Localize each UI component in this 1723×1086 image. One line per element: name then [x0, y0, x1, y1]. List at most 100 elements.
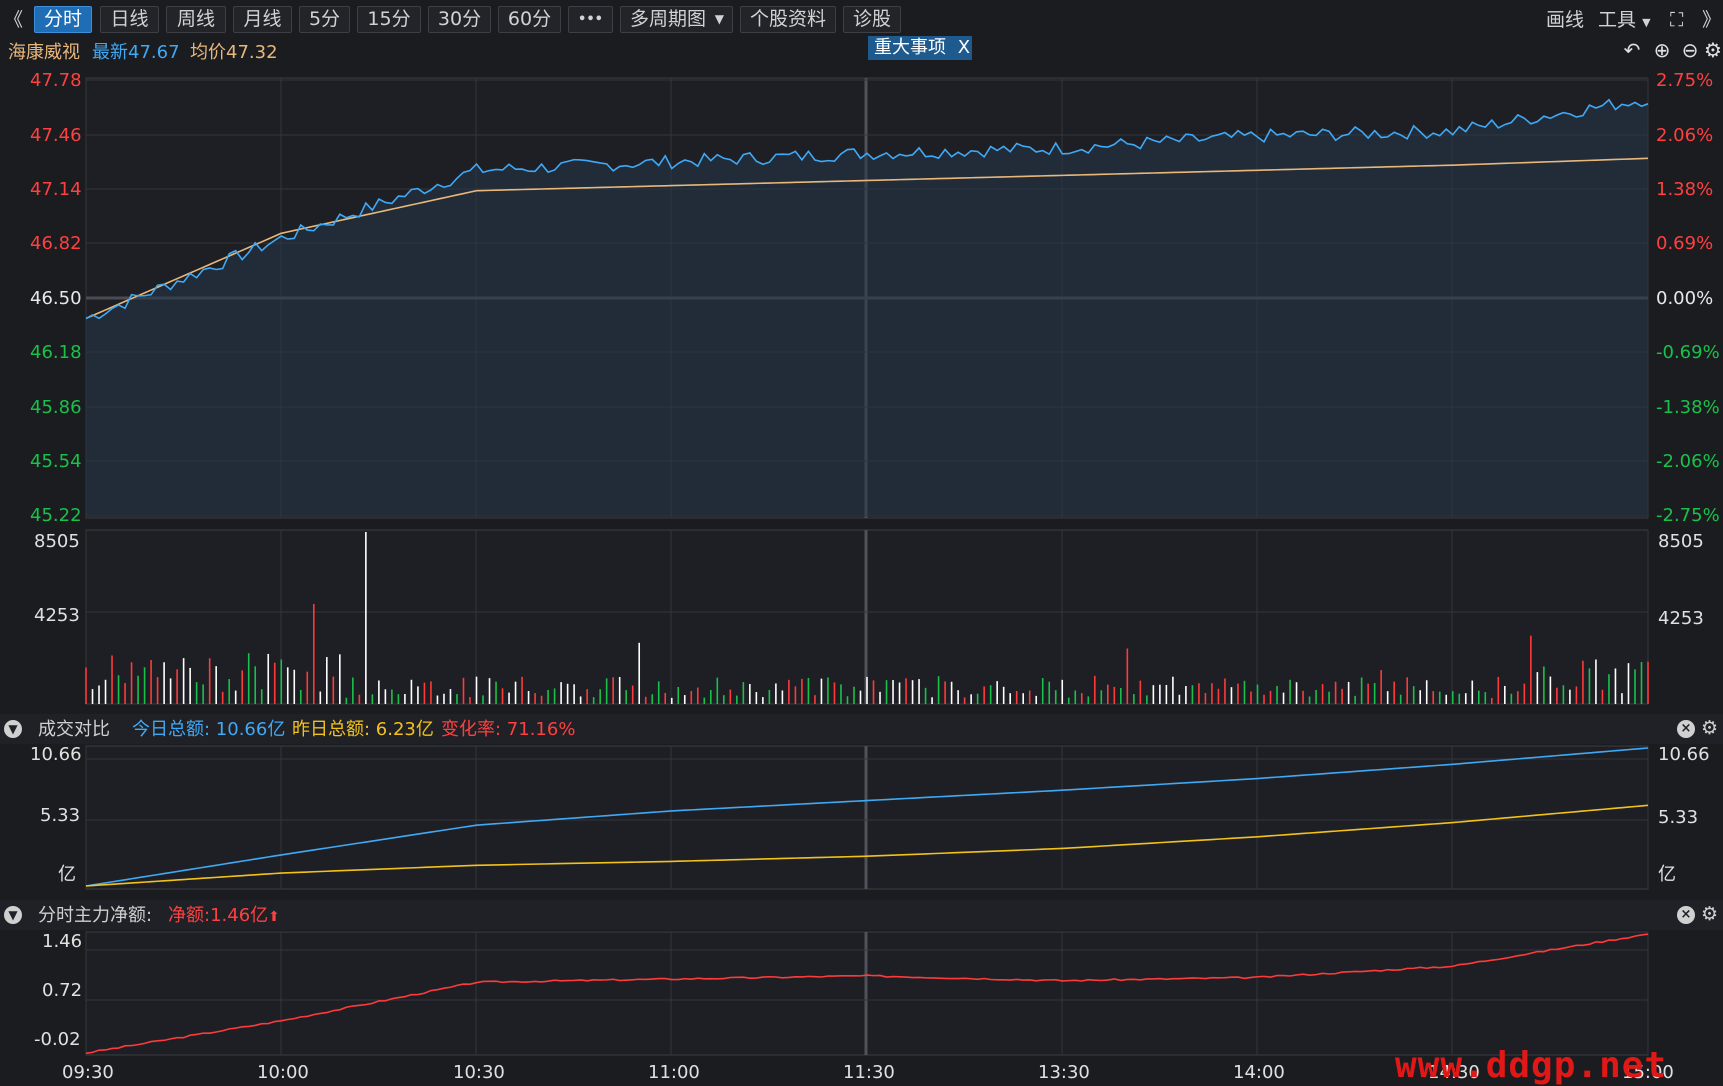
- diagnose-button[interactable]: 诊股: [843, 6, 901, 33]
- volume-bar: [124, 683, 126, 704]
- next-arrow-icon[interactable]: 》: [1702, 9, 1722, 31]
- volume-bar: [937, 676, 940, 704]
- volume-bar: [1256, 684, 1259, 704]
- volume-bar: [846, 696, 849, 704]
- time-tick: 13:30: [1038, 1062, 1090, 1083]
- time-tick: 09:30: [62, 1062, 114, 1083]
- volume-bar: [345, 697, 348, 704]
- tab-15min[interactable]: 15分: [357, 6, 421, 33]
- volume-bar: [469, 697, 471, 704]
- gear-icon[interactable]: ⚙: [1701, 717, 1719, 739]
- volume-bar: [1510, 693, 1513, 704]
- volume-bar: [267, 653, 270, 704]
- volume-bar: [143, 667, 146, 704]
- volume-bar: [514, 681, 517, 704]
- volume-bar: [1334, 681, 1337, 704]
- undo-icon[interactable]: ↶: [1623, 38, 1641, 62]
- volume-bar: [423, 682, 426, 704]
- volume-bar: [1133, 694, 1135, 704]
- volume-bar: [566, 683, 569, 704]
- volume-bar: [241, 670, 243, 704]
- volume-bar: [1041, 678, 1044, 704]
- volume-bar: [1575, 686, 1578, 704]
- volume-bar: [397, 694, 400, 704]
- collapse-icon[interactable]: ▼: [4, 906, 22, 924]
- volume-bar: [1328, 691, 1330, 704]
- net-inflow-title: 分时主力净额:: [38, 905, 153, 926]
- volume-bar: [885, 680, 888, 704]
- major-event-badge[interactable]: 重大事项 X: [868, 36, 972, 60]
- volume-bar: [651, 694, 654, 704]
- volume-bar: [91, 689, 94, 704]
- volume-bar: [781, 690, 784, 704]
- volume-bar: [950, 681, 953, 704]
- tab-60min[interactable]: 60分: [498, 6, 561, 33]
- volume-bar: [716, 677, 719, 704]
- volume-bar: [221, 691, 224, 704]
- volume-bar: [1080, 693, 1083, 704]
- price-tick: 47.78: [30, 70, 82, 91]
- time-tick: 11:30: [843, 1062, 895, 1083]
- pct-tick: 0.00%: [1656, 288, 1714, 309]
- major-event-label: 重大事项: [874, 37, 946, 58]
- volume-bar: [1009, 693, 1011, 704]
- tab-30min[interactable]: 30分: [428, 6, 491, 33]
- volume-bar: [820, 678, 823, 704]
- close-icon[interactable]: ×: [1677, 906, 1695, 924]
- volume-bar: [1321, 684, 1324, 704]
- volume-bar: [1588, 668, 1591, 704]
- pct-tick: 1.38%: [1656, 179, 1714, 200]
- today-turnover-line: [85, 747, 1649, 887]
- volume-bar: [456, 694, 458, 704]
- volume-bar: [1640, 662, 1643, 704]
- draw-line-button[interactable]: 画线: [1546, 9, 1585, 31]
- prev-arrow-icon[interactable]: 《: [4, 9, 24, 31]
- tab-monthly[interactable]: 月线: [233, 6, 292, 33]
- volume-bar: [1185, 686, 1187, 704]
- volume-bar: [1543, 666, 1545, 704]
- volume-bar: [723, 695, 725, 704]
- volume-bar: [1302, 690, 1304, 704]
- collapse-icon[interactable]: ▼: [4, 720, 22, 738]
- net-amount: 净额:1.46亿⬆: [168, 905, 280, 928]
- volume-bar: [111, 655, 113, 704]
- volume-bar: [918, 679, 920, 704]
- volume-bar: [573, 684, 575, 704]
- price-tick: 45.22: [30, 505, 82, 526]
- tab-intraday[interactable]: 分时: [34, 6, 92, 33]
- price-tick: 45.86: [30, 397, 82, 418]
- volume-bar: [690, 690, 693, 704]
- stock-info-button[interactable]: 个股资料: [740, 6, 836, 33]
- volume-bar: [1269, 690, 1272, 704]
- volume-bar: [1217, 688, 1220, 704]
- volume-bar: [859, 690, 862, 704]
- quote-info-bar: 海康威视 最新47.67 均价47.32: [0, 38, 1723, 68]
- volume-bar: [404, 693, 406, 704]
- fullscreen-icon[interactable]: ⛶: [1670, 9, 1684, 31]
- volume-bar: [1504, 685, 1506, 704]
- tools-button[interactable]: 工具 ▼: [1598, 8, 1651, 35]
- volume-bar: [378, 680, 380, 704]
- volume-bar: [339, 654, 341, 704]
- zoom-out-icon[interactable]: ⊖: [1681, 38, 1699, 62]
- zoom-in-icon[interactable]: ⊕: [1653, 38, 1671, 62]
- gear-icon[interactable]: ⚙: [1704, 38, 1722, 62]
- volume-bar: [1621, 693, 1623, 704]
- tab-daily[interactable]: 日线: [100, 6, 159, 33]
- multi-period-dropdown[interactable]: 多周期图 ▼: [620, 6, 733, 33]
- close-icon[interactable]: X: [957, 37, 971, 58]
- volume-bar: [736, 695, 738, 704]
- volume-bar: [521, 676, 523, 704]
- volume-bar: [794, 686, 797, 704]
- more-button[interactable]: •••: [568, 6, 613, 33]
- volume-bar: [944, 681, 946, 704]
- close-icon[interactable]: ×: [1677, 720, 1695, 738]
- gear-icon[interactable]: ⚙: [1701, 903, 1719, 925]
- tab-5min[interactable]: 5分: [299, 6, 350, 33]
- period-toolbar: 《 分时 日线 周线 月线 5分 15分 30分 60分 ••• 多周期图 ▼ …: [0, 0, 1723, 38]
- volume-bar: [1608, 674, 1610, 704]
- volume-bar: [1406, 677, 1408, 704]
- volume-bar: [371, 694, 374, 704]
- volume-bar: [801, 678, 803, 704]
- tab-weekly[interactable]: 周线: [166, 6, 226, 33]
